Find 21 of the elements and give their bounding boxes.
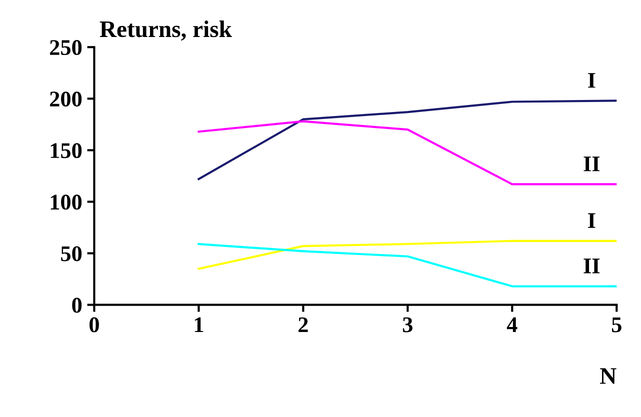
series-label: II: [584, 156, 600, 172]
y-tick-label: 200: [50, 92, 82, 107]
x-tick-label: 0: [90, 317, 99, 332]
y-tick-label: 50: [61, 246, 82, 262]
line-series: [198, 242, 617, 288]
series-label: I: [588, 73, 596, 88]
y-tick-label: 150: [50, 143, 82, 158]
x-tick-label: 1: [194, 317, 204, 332]
x-tick-label: 5: [612, 318, 622, 332]
x-tick-label: 3: [402, 317, 412, 332]
y-tick-label: 250: [50, 40, 82, 56]
series-label: I: [588, 213, 596, 228]
line-series: [198, 120, 617, 186]
y-axis-title: Returns, risk: [100, 20, 232, 41]
series-label: II: [584, 258, 600, 274]
x-tick-label: 2: [298, 317, 308, 332]
x-axis-title: N: [600, 368, 616, 384]
y-tick-label: 100: [50, 194, 82, 210]
line-series: [198, 100, 617, 180]
y-tick-label: 0: [72, 298, 82, 313]
x-tick-label: 4: [506, 317, 518, 332]
